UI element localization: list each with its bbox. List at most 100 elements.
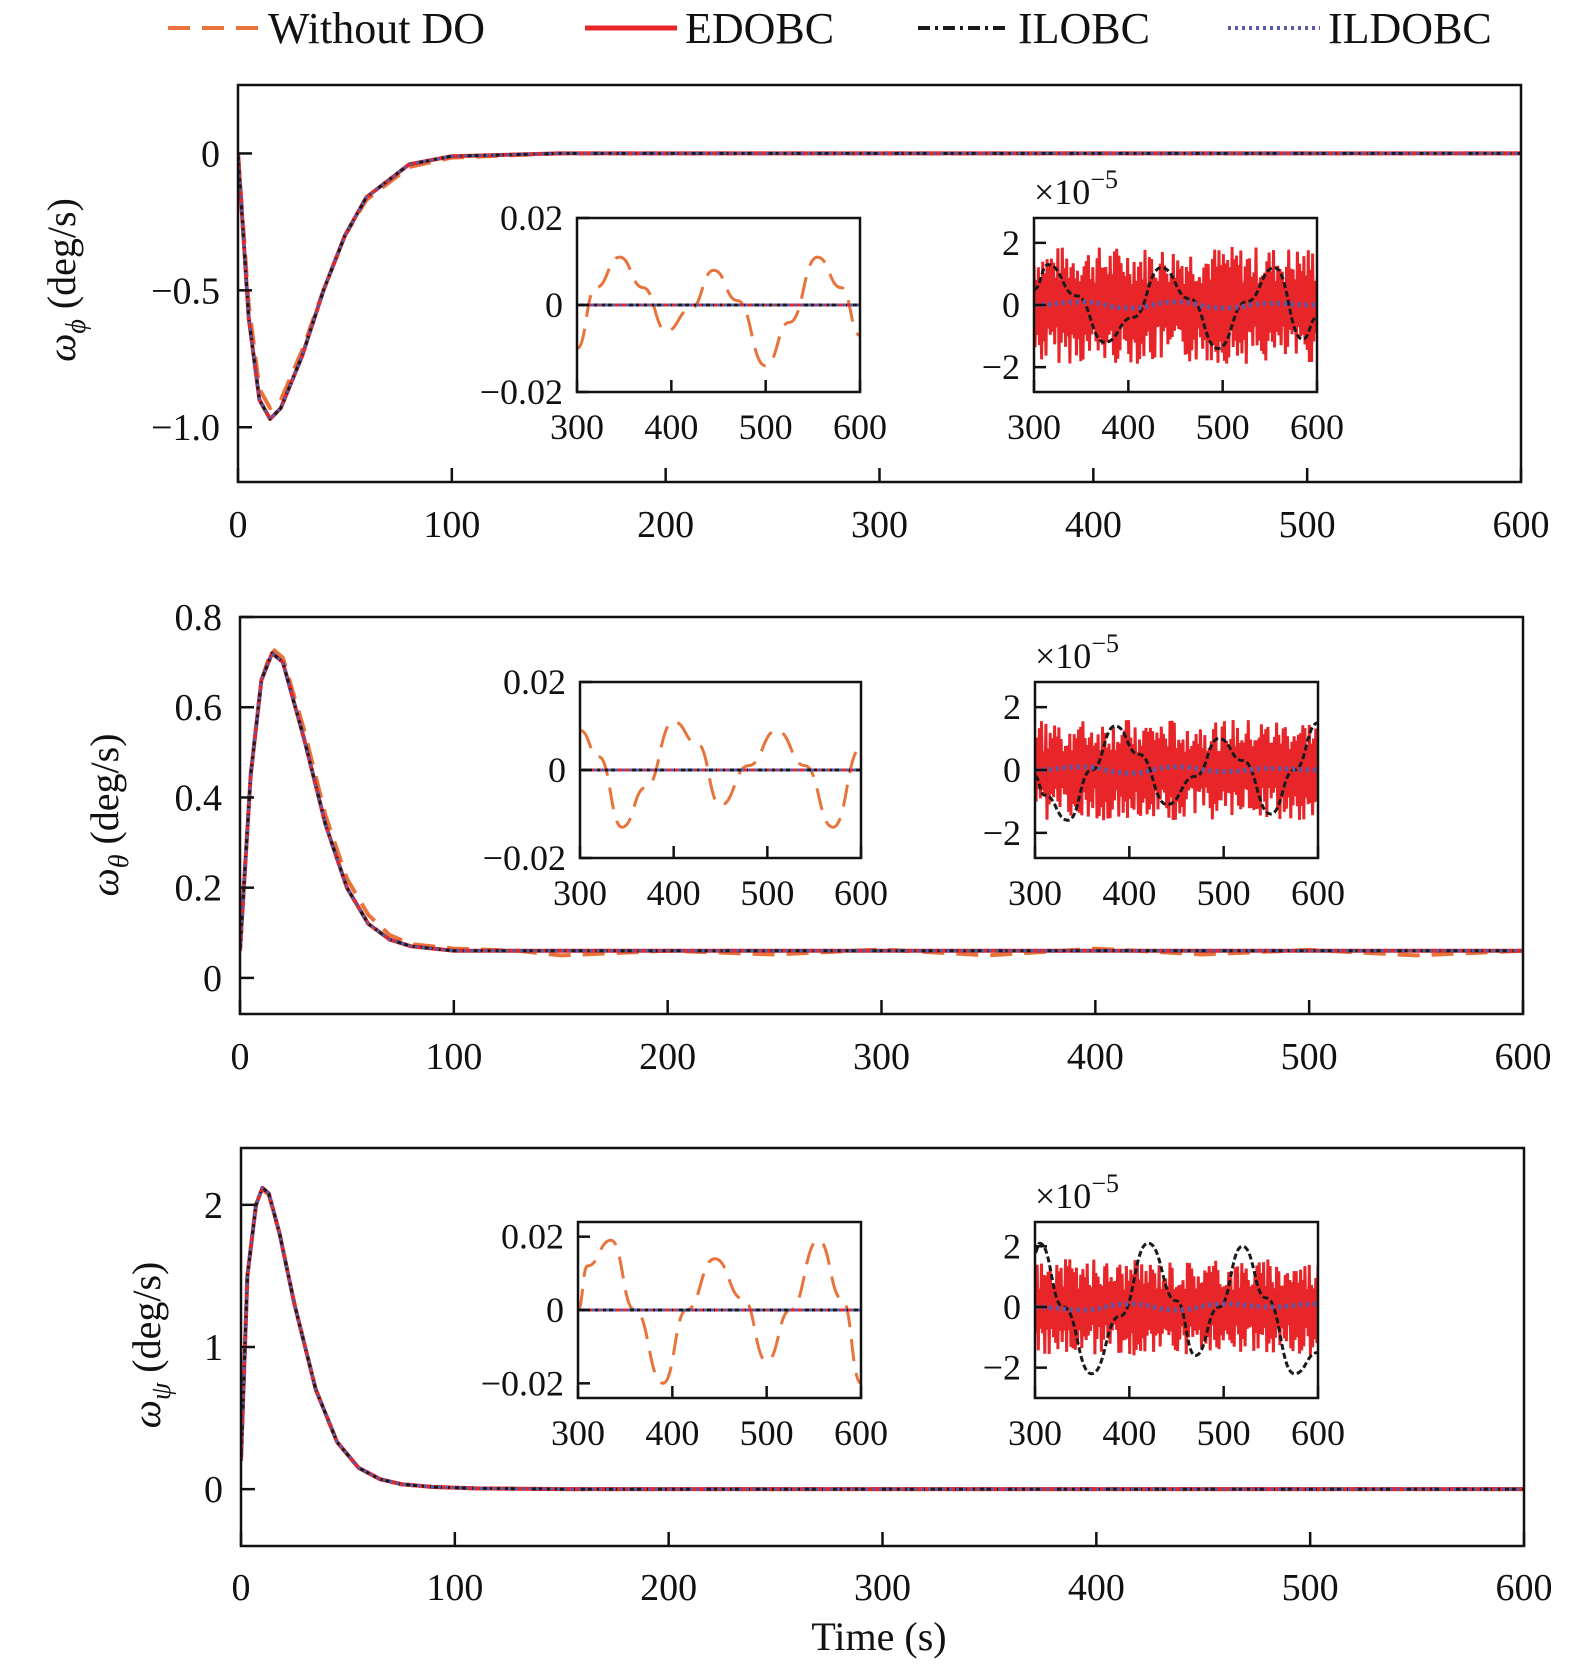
y-tick-label: 1 [204,1327,223,1369]
series-line-ildobc [1034,299,1317,311]
inset-scale-base: ×10 [1035,636,1091,676]
y-tick-label: −0.5 [151,270,220,312]
panel-1-inset-2: 300 400 500 600 2 0 −2 ×10−5 [982,165,1344,447]
inset-y-tick-label: −2 [983,813,1021,853]
inset-x-tick-label: 600 [1291,1413,1345,1453]
inset-series [1034,246,1317,364]
inset-x-tick-label: 500 [1196,407,1250,447]
x-tick-label: 500 [1279,504,1336,546]
series-line-ildobc [241,1186,1524,1491]
inset-y-tick-label: −0.02 [483,838,566,878]
inset-x-tick-label: 300 [1008,1413,1062,1453]
inset-x-tick-label: 400 [644,407,698,447]
inset-x-tick-label: 500 [740,873,794,913]
inset-y-tick-label: 0 [1003,1287,1021,1327]
series-line-edobc-noise [1034,246,1317,364]
series-line-ildobc [240,651,1523,953]
inset-x-tick-label: 400 [1102,873,1156,913]
x-tick-label: 600 [1495,1036,1552,1078]
inset-series [577,255,860,368]
inset-x-tick-label: 400 [1102,1413,1156,1453]
inset-scale-base: ×10 [1034,172,1090,212]
panel-2-series [240,646,1523,958]
panel-1-series [238,151,1521,421]
inset-scale-exponent: −5 [1091,1169,1119,1198]
series-line-ilobc [1034,263,1317,350]
inset-y-tick-label: 0 [548,750,566,790]
inset-x-tick-label: 600 [1290,407,1344,447]
inset-y-tick-label: 0.02 [501,1217,564,1257]
x-tick-label: 300 [851,504,908,546]
inset-x-tick-label: 600 [834,873,888,913]
inset-y-tick-label: 0 [1003,750,1021,790]
panel-2-inset-2: 300 400 500 600 2 0 −2 ×10−5 [983,629,1345,913]
x-tick-label: 100 [426,1567,483,1609]
panel-3-inset-1: 300 400 500 600 0.02 0 −0.02 [481,1217,888,1453]
x-tick-label: 100 [425,1036,482,1078]
inset-scale-label: ×10−5 [1034,165,1118,212]
x-tick-label: 600 [1493,504,1550,546]
series-line-ildobc [1035,764,1318,776]
inset-y-tick-label: −0.02 [480,372,563,412]
legend-label-edobc: EDOBC [685,4,834,53]
series-line-ilobc [238,151,1521,421]
inset-series [1035,1241,1318,1376]
x-tick-label: 400 [1065,504,1122,546]
x-tick-label: 200 [639,1036,696,1078]
inset-scale-label: ×10−5 [1035,629,1119,676]
series-line-edobc [238,151,1521,421]
panel-2-inset-1: 300 400 500 600 0.02 0 −0.02 [483,662,888,913]
inset-y-tick-label: −2 [983,1348,1021,1388]
y-tick-label: 0.2 [175,868,223,910]
x-tick-label: 600 [1496,1567,1553,1609]
inset-y-tick-label: −0.02 [481,1363,564,1403]
x-tick-label: 500 [1282,1567,1339,1609]
inset-x-tick-label: 600 [1291,873,1345,913]
inset-frame [1033,1220,1320,1400]
y-axis-title: ωψ (deg/s) [124,1262,177,1429]
panel-3-inset-2: 300 400 500 600 2 0 −2 ×10−5 [983,1169,1345,1453]
inset-x-tick-label: 500 [740,1413,794,1453]
inset-x-tick-label: 300 [551,1413,605,1453]
y-tick-label: 0 [201,133,220,175]
y-tick-label: 0.8 [175,597,223,639]
inset-x-tick-label: 300 [550,407,604,447]
inset-y-tick-label: −2 [982,347,1020,387]
y-tick-label: 0 [204,1469,223,1511]
inset-series [580,720,861,829]
x-tick-label: 200 [637,504,694,546]
inset-scale-exponent: −5 [1091,629,1119,658]
series-line-edobc-noise [1035,719,1318,821]
x-tick-label: 200 [640,1567,697,1609]
inset-x-tick-label: 500 [1197,873,1251,913]
inset-x-tick-label: 400 [1101,407,1155,447]
y-axis-subscript: ψ [146,1382,177,1400]
inset-x-tick-label: 500 [1197,1413,1251,1453]
inset-y-tick-label: 0 [546,1290,564,1330]
inset-scale-label: ×10−5 [1035,1169,1119,1216]
panel-1-inset-1: 300 400 500 600 0.02 0 −0.02 [480,198,887,447]
series-line-edobc-noise [1035,1259,1318,1356]
y-tick-label: 2 [204,1185,223,1227]
series-line-without-do [577,255,860,368]
x-tick-label: 300 [854,1567,911,1609]
inset-y-tick-label: 0.02 [500,198,563,238]
series-line-without-do [578,1238,861,1385]
inset-y-tick-label: 0 [1002,285,1020,325]
series-line-ildobc [1035,1301,1318,1313]
y-axis-subscript: θ [104,854,135,868]
x-tick-label: 0 [232,1567,251,1609]
y-axis-unit: (deg/s) [82,733,127,854]
inset-x-tick-label: 400 [647,873,701,913]
series-line-without-do [580,720,861,829]
series-line-without-do [238,151,1521,411]
x-tick-label: 100 [423,504,480,546]
legend: Without DO EDOBC ILOBC ILDOBC [168,4,1492,53]
x-tick-label: 400 [1067,1036,1124,1078]
y-axis-symbol: ω [124,1400,169,1428]
x-axis-title: Time (s) [811,1614,946,1659]
inset-x-tick-label: 600 [833,407,887,447]
inset-x-tick-label: 500 [739,407,793,447]
